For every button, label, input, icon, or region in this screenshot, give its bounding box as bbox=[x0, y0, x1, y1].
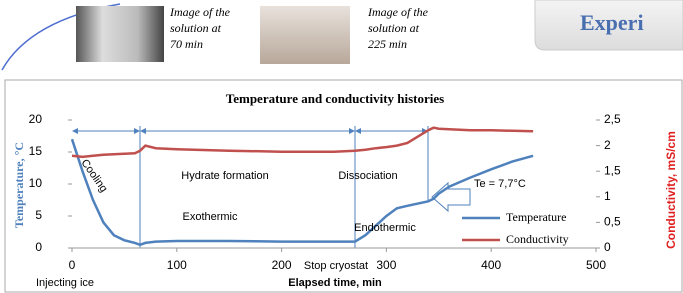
x-tick-label: 300 bbox=[376, 258, 396, 272]
legend-label: Temperature bbox=[506, 210, 566, 224]
caption: solution at bbox=[368, 21, 420, 35]
annotation: Injecting ice bbox=[36, 277, 94, 289]
y2-tick-label: 0 bbox=[604, 240, 611, 254]
y-axis-title: Temperature, °C bbox=[12, 142, 26, 228]
caption: 225 min bbox=[368, 37, 407, 51]
caption: Image of the bbox=[169, 5, 231, 19]
y-tick-label: 15 bbox=[29, 144, 43, 158]
annotation: Exothermic bbox=[182, 211, 238, 223]
y2-tick-label: 1 bbox=[604, 189, 611, 203]
chart-title: Temperature and conductivity histories bbox=[226, 91, 444, 106]
photo bbox=[76, 6, 164, 62]
y-tick-label: 10 bbox=[29, 176, 43, 190]
y2-tick-label: 1,5 bbox=[604, 163, 621, 177]
annotation: Stop cryostat bbox=[304, 260, 368, 272]
y2-axis-title: Conductivity, mS/cm bbox=[664, 131, 678, 249]
x-tick-label: 400 bbox=[481, 258, 501, 272]
y-tick-label: 0 bbox=[35, 240, 42, 254]
caption: 70 min bbox=[170, 37, 203, 51]
caption: Image of the bbox=[367, 5, 429, 19]
annotation: Dissociation bbox=[338, 170, 397, 182]
y2-tick-label: 2 bbox=[604, 138, 611, 152]
x-tick-label: 100 bbox=[167, 258, 187, 272]
x-tick-label: 200 bbox=[272, 258, 292, 272]
legend-label: Conductivity bbox=[506, 232, 569, 246]
x-tick-label: 0 bbox=[69, 258, 76, 272]
x-axis-title: Elapsed time, min bbox=[288, 277, 382, 289]
y2-tick-label: 0,5 bbox=[604, 215, 621, 229]
heading: Experi bbox=[580, 10, 644, 35]
photo bbox=[260, 6, 350, 64]
y-tick-label: 5 bbox=[35, 208, 42, 222]
annotation: Te = 7,7°C bbox=[474, 178, 526, 190]
annotation: Endothermic bbox=[354, 222, 416, 234]
x-tick-label: 500 bbox=[586, 258, 606, 272]
caption: solution at bbox=[170, 21, 222, 35]
annotation: Hydrate formation bbox=[181, 170, 268, 182]
slide: Experi Image of the solution at 70 min Imag… bbox=[0, 0, 683, 293]
y-tick-label: 20 bbox=[29, 112, 43, 126]
y2-tick-label: 2,5 bbox=[604, 112, 621, 126]
